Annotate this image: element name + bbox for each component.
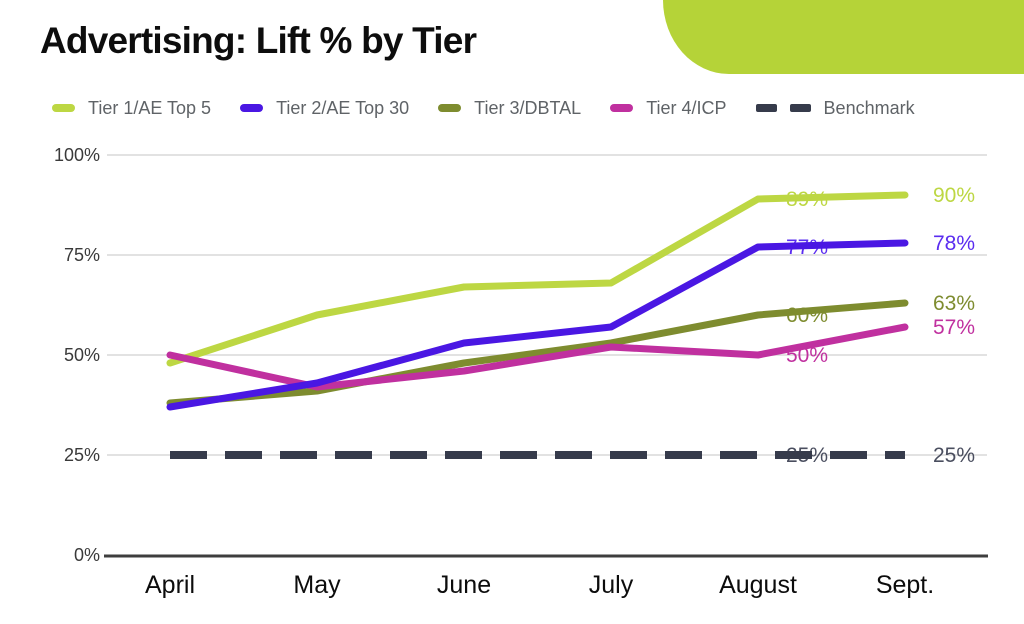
x-tick-label: May [293,571,341,599]
legend-label: Tier 3/DBTAL [474,97,582,118]
legend-label: Benchmark [823,97,915,118]
legend-label: Tier 2/AE Top 30 [276,97,410,118]
y-tick-label: 100% [54,145,100,165]
data-label-tier-2-ae-top-30: 78% [933,232,975,255]
series-line-tier-4-icp [166,323,909,391]
legend-swatch-dashed [755,104,811,112]
page-title: Advertising: Lift % by Tier [40,20,477,61]
data-label-tier-1-ae-top-5: 90% [933,184,975,207]
data-label-benchmark: 25% [933,444,975,467]
y-tick-label: 0% [74,545,100,565]
y-tick-label: 50% [64,345,100,365]
x-tick-label: June [437,571,491,599]
legend-swatch [438,104,462,112]
legend-label: Tier 4/ICP [646,97,727,118]
corner-accent-shape [663,0,1024,74]
y-tick-label: 25% [64,445,100,465]
legend-swatch [240,104,264,112]
legend-item-tier-2-ae-top-30: Tier 2/AE Top 30 [240,98,409,119]
x-tick-label: April [145,571,195,599]
legend-item-tier-4-icp: Tier 4/ICP [610,97,727,119]
legend-item-benchmark: Benchmark [755,97,915,119]
legend-item-tier-1-ae-top-5: Tier 1/AE Top 5 [52,98,211,119]
data-label-tier-4-icp: 57% [933,316,975,339]
legend-label: Tier 1/AE Top 5 [88,97,212,118]
legend-swatch [52,104,75,112]
x-tick-label: July [589,571,634,599]
chart-legend: Tier 1/AE Top 5 Tier 2/AE Top 30 Tier 3/DB… [52,96,915,120]
series-line-tier-3-dbtal [166,299,909,407]
series-line-tier-1-ae-top-5 [166,191,909,367]
legend-item-tier-3-dbtal: Tier 3/DBTAL [438,98,581,119]
y-tick-label: 75% [64,245,100,265]
x-tick-label: August [719,571,797,599]
x-tick-label: Sept. [876,571,934,599]
series-line-tier-2-ae-top-30 [166,239,909,411]
data-label-tier-3-dbtal: 63% [933,292,975,315]
legend-swatch [610,104,634,112]
